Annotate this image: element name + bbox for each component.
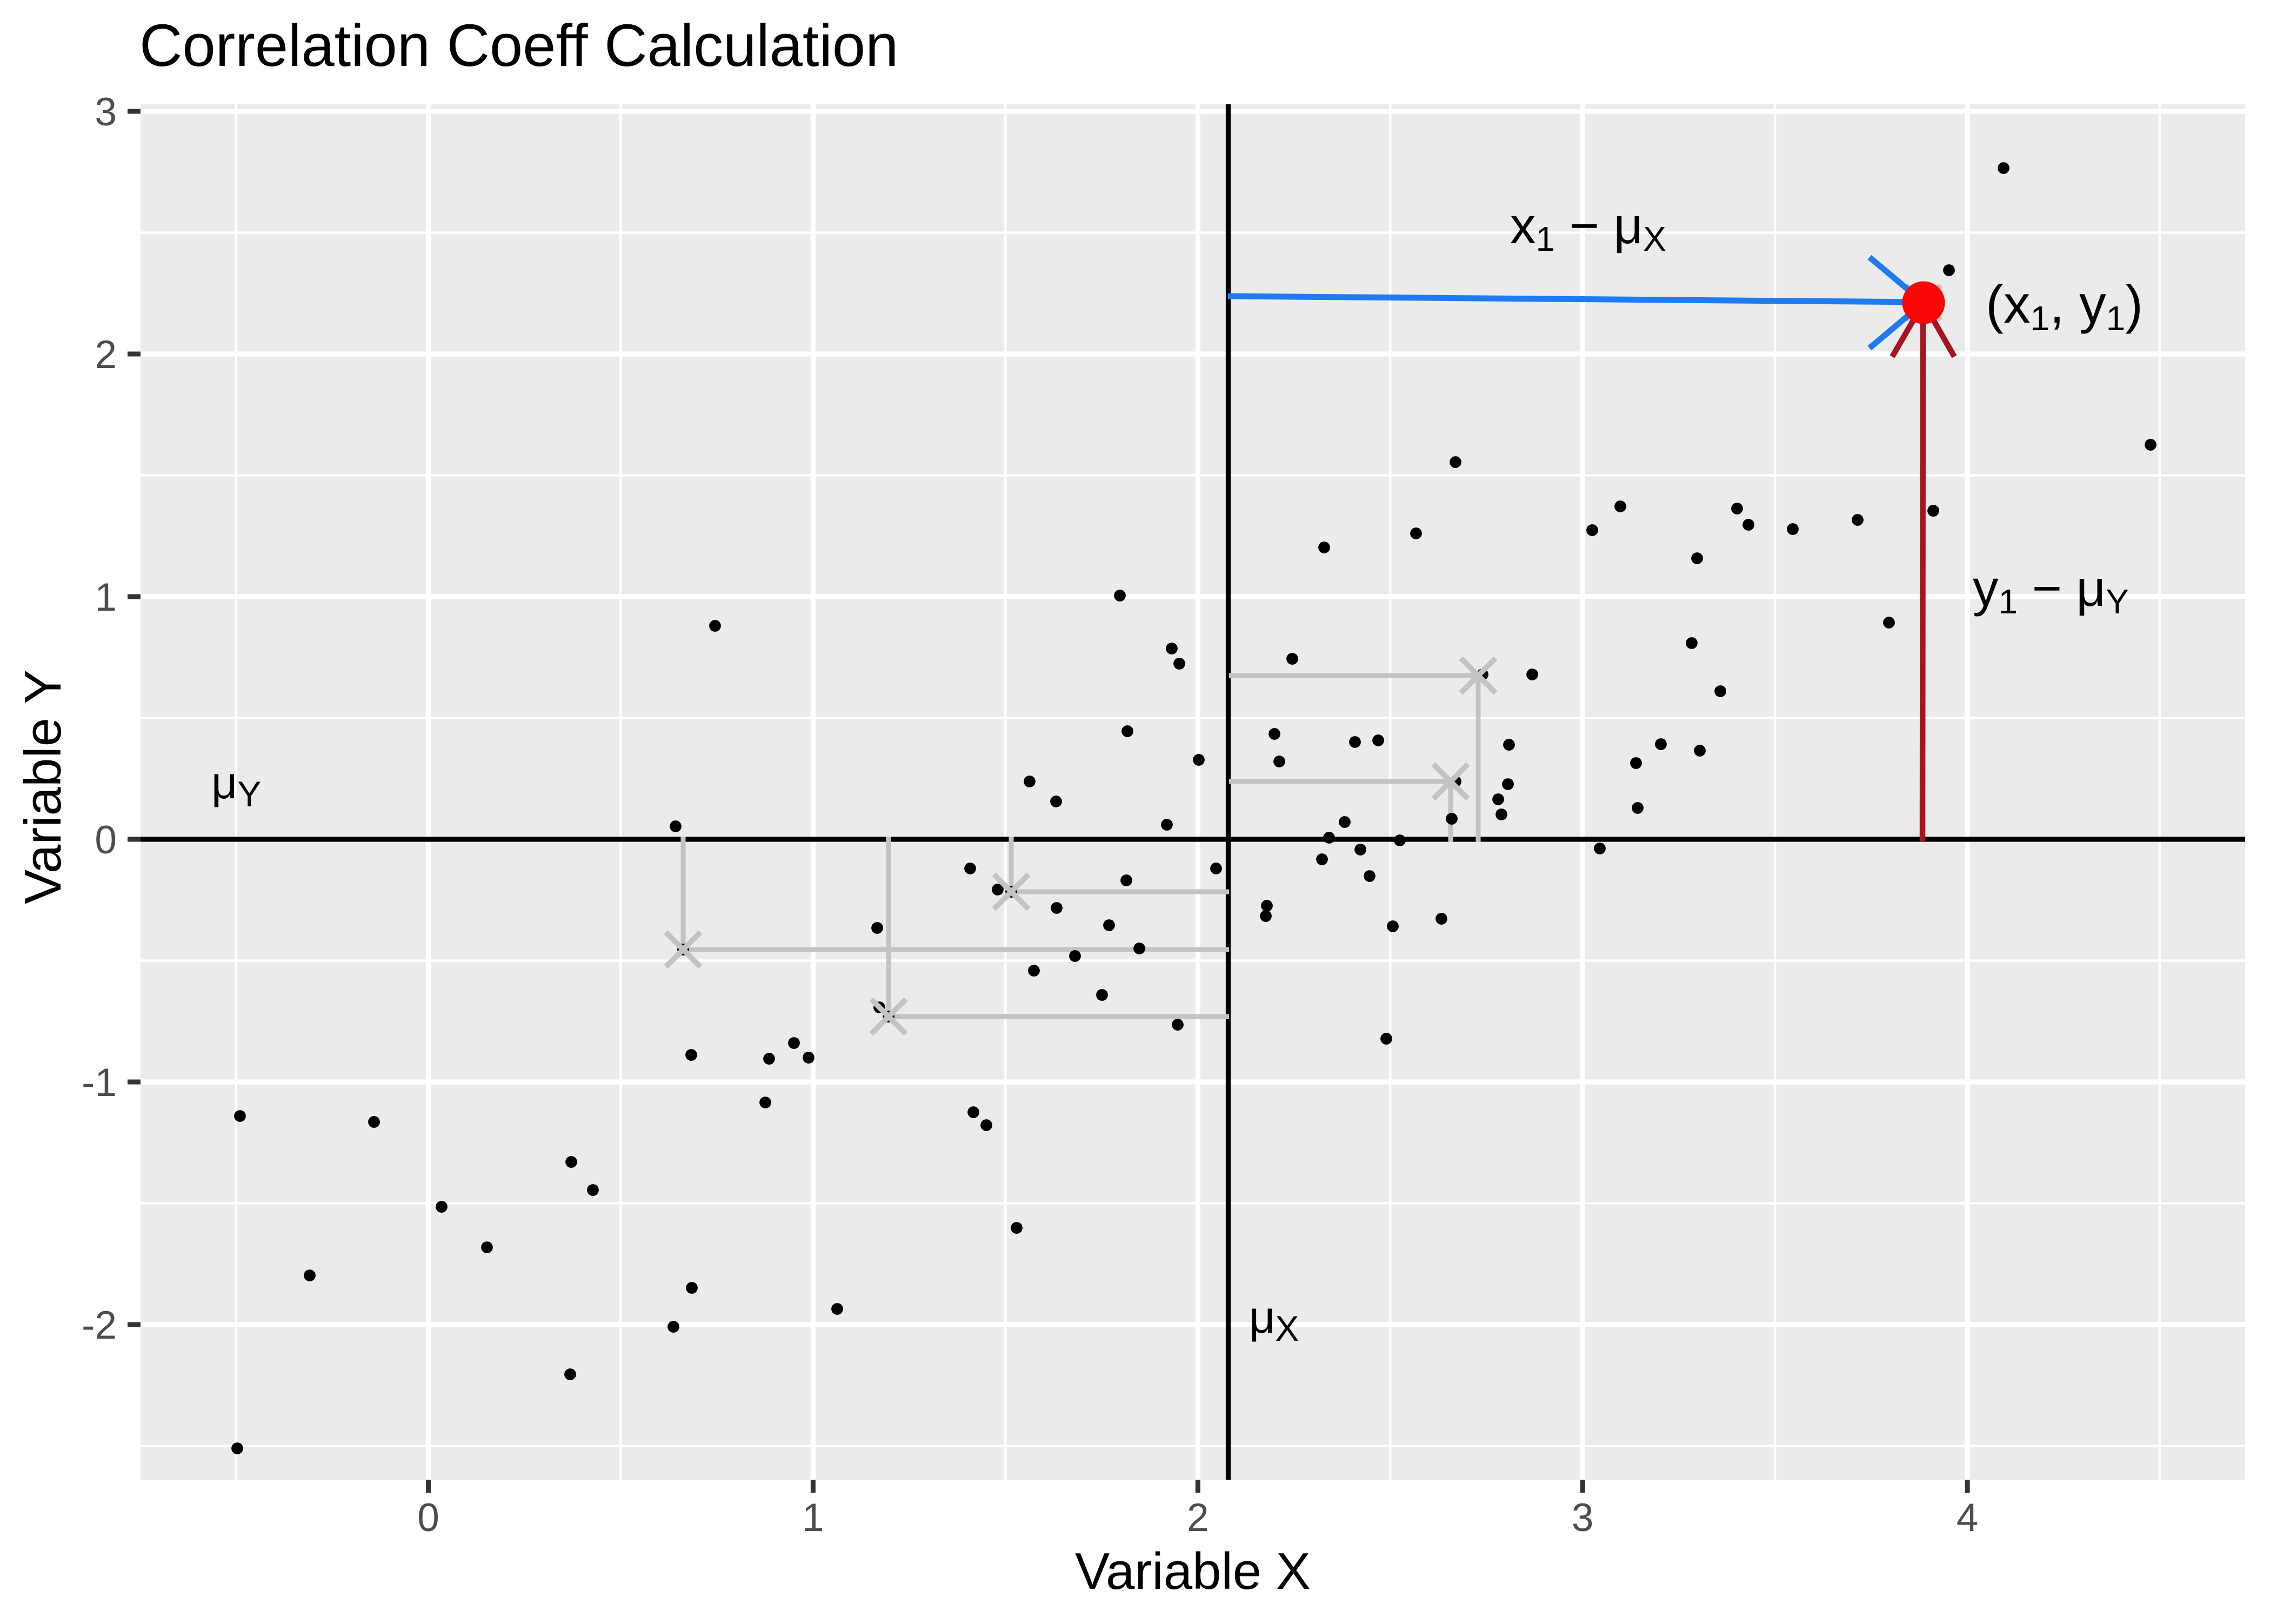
svg-text:3: 3 <box>1572 1496 1594 1540</box>
svg-text:1: 1 <box>802 1496 824 1540</box>
svg-text:-1: -1 <box>82 1061 117 1105</box>
svg-text:1: 1 <box>95 576 117 619</box>
svg-text:2: 2 <box>95 333 117 377</box>
svg-text:Variable X: Variable X <box>1075 1542 1311 1600</box>
svg-text:Correlation Coeff Calculation: Correlation Coeff Calculation <box>139 12 898 79</box>
svg-text:0: 0 <box>95 818 117 862</box>
svg-text:-2: -2 <box>82 1304 117 1347</box>
svg-text:y1 − μY: y1 − μY <box>1973 560 2129 621</box>
svg-text:Variable Y: Variable Y <box>14 670 72 904</box>
svg-text:2: 2 <box>1187 1496 1209 1540</box>
svg-text:x1 − μX: x1 − μX <box>1510 197 1666 258</box>
svg-text:3: 3 <box>95 90 117 134</box>
svg-text:4: 4 <box>1957 1496 1979 1540</box>
svg-text:0: 0 <box>417 1496 439 1540</box>
